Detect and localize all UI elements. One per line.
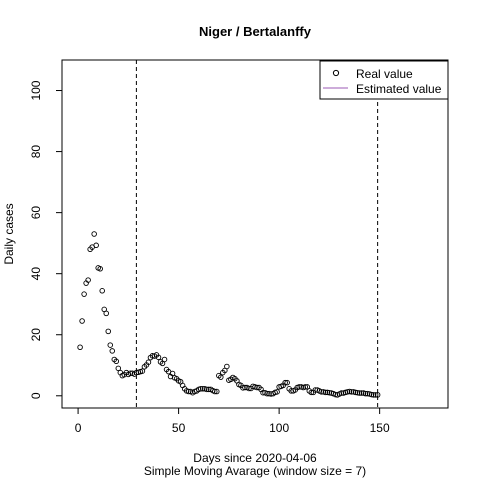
data-point — [370, 392, 377, 398]
data-point — [145, 359, 152, 365]
legend-real-value-marker — [332, 69, 340, 77]
data-point — [218, 374, 224, 380]
data-point — [105, 328, 111, 335]
data-point — [362, 390, 369, 397]
data-point — [374, 392, 381, 398]
data-point — [318, 389, 325, 395]
data-point — [308, 389, 315, 396]
y-tick-label: 40 — [29, 267, 43, 281]
data-point — [99, 288, 105, 294]
data-point — [214, 388, 220, 395]
data-point — [203, 386, 210, 393]
real-value-points — [77, 231, 381, 398]
data-point — [302, 384, 309, 390]
data-point — [322, 389, 329, 396]
data-point — [91, 231, 97, 237]
y-axis: 0 20 40 60 80 100 — [29, 80, 63, 399]
data-point — [161, 356, 168, 363]
plot-box — [61, 59, 449, 409]
data-point — [354, 389, 361, 396]
x-tick-label: 100 — [269, 421, 289, 435]
data-point — [240, 385, 246, 391]
legend-real-value-label: Real value — [356, 67, 413, 81]
data-point — [324, 389, 331, 396]
vertical-reference-lines — [135, 60, 379, 408]
x-tick-label: 50 — [172, 421, 186, 435]
x-tick-label: 150 — [370, 421, 390, 435]
data-point — [169, 370, 176, 377]
x-tick-label: 0 — [75, 421, 82, 435]
data-point — [372, 392, 379, 398]
data-point — [115, 365, 122, 372]
data-point — [139, 368, 146, 374]
data-point — [109, 348, 116, 354]
data-point — [107, 342, 113, 348]
data-point — [368, 391, 375, 398]
y-axis-label: Daily cases — [2, 203, 16, 264]
data-point — [296, 384, 302, 390]
data-point — [81, 291, 87, 297]
data-point — [274, 389, 280, 395]
data-point — [338, 390, 345, 396]
data-point — [348, 389, 355, 395]
legend-estimated-value-label: Estimated value — [356, 82, 442, 96]
data-point — [332, 391, 339, 398]
chart-title: Niger / Bertalanffy — [199, 24, 312, 39]
legend: Real value Estimated value — [319, 60, 449, 100]
y-tick-label: 0 — [29, 392, 43, 399]
data-point — [85, 277, 91, 283]
data-point — [93, 242, 99, 249]
x-axis: 0 50 100 150 — [75, 407, 390, 435]
data-point — [346, 388, 353, 395]
data-point — [77, 344, 83, 351]
data-point — [79, 318, 85, 324]
y-tick-label: 20 — [29, 328, 43, 342]
data-point — [197, 386, 204, 392]
legend-box — [319, 60, 449, 100]
data-point — [212, 388, 218, 395]
data-point — [97, 266, 103, 272]
data-point — [352, 389, 359, 396]
x-axis-subtitle: Simple Moving Avarage (window size = 7) — [144, 464, 366, 478]
data-point — [224, 363, 230, 370]
data-point — [358, 390, 365, 396]
data-point — [113, 358, 120, 365]
data-point — [199, 386, 206, 392]
data-point — [284, 379, 290, 386]
data-point — [103, 310, 109, 317]
x-axis-label: Days since 2020-04-06 — [193, 451, 317, 465]
y-tick-label: 80 — [29, 145, 43, 159]
data-point — [155, 354, 162, 361]
data-point — [356, 390, 363, 396]
y-tick-label: 60 — [29, 206, 43, 220]
data-point — [266, 390, 272, 397]
data-point — [344, 389, 351, 395]
data-point — [264, 390, 270, 397]
y-tick-label: 100 — [29, 80, 43, 100]
data-point — [282, 379, 288, 386]
